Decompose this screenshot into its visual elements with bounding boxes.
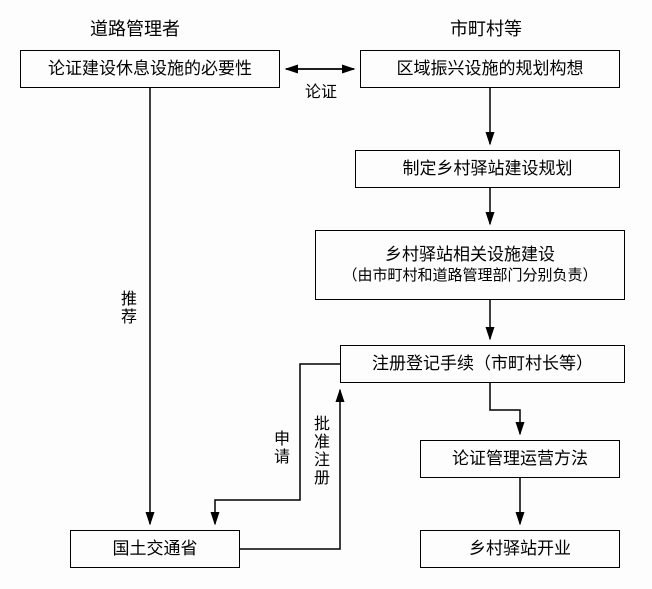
node-station-open: 乡村驿站开业 <box>420 530 620 568</box>
header-left: 道路管理者 <box>90 15 180 41</box>
node-text: 制定乡村驿站建设规划 <box>403 157 573 181</box>
label-shenqing: 申请 <box>265 430 293 466</box>
node-regional-plan: 区域振兴设施的规划构想 <box>360 50 620 88</box>
node-rest-facility-necessity: 论证建设休息设施的必要性 <box>20 50 280 88</box>
node-registration: 注册登记手续（市町村长等） <box>340 345 625 383</box>
node-text: 论证建设休息设施的必要性 <box>48 57 252 81</box>
node-station-plan: 制定乡村驿站建设规划 <box>355 150 620 188</box>
node-text: 国土交通省 <box>113 537 198 561</box>
node-management-method: 论证管理运营方法 <box>420 440 620 478</box>
node-text-line1: 乡村驿站相关设施建设 <box>385 243 555 267</box>
label-pizhun: 批准注册 <box>305 415 333 487</box>
node-text-line2: （由市町村和道路管理部门分别负责） <box>342 266 597 287</box>
node-text: 注册登记手续（市町村长等） <box>372 352 593 376</box>
node-text: 区域振兴设施的规划构想 <box>397 57 584 81</box>
header-right: 市町村等 <box>450 15 522 41</box>
node-text: 乡村驿站开业 <box>469 537 571 561</box>
label-lunzheng: 论证 <box>303 78 339 102</box>
node-facility-construction: 乡村驿站相关设施建设 （由市町村和道路管理部门分别负责） <box>315 230 625 300</box>
node-mlit: 国土交通省 <box>70 530 240 568</box>
label-tuijian: 推荐 <box>112 290 140 326</box>
node-text: 论证管理运营方法 <box>452 447 588 471</box>
